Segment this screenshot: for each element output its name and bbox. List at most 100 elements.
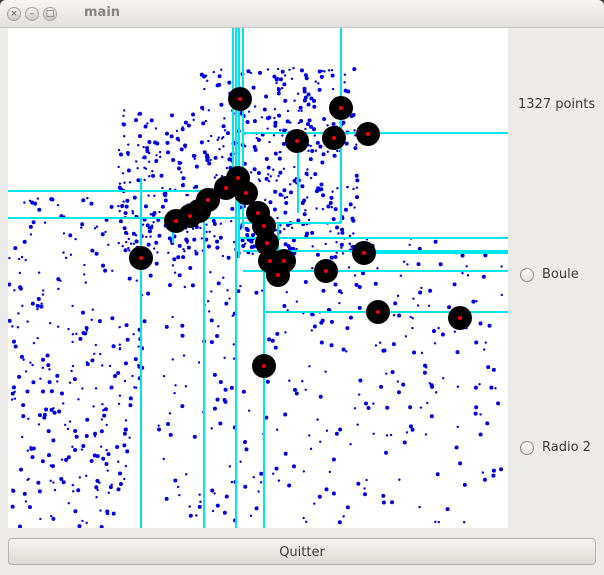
scatter-dot (102, 413, 107, 418)
scatter-dot (305, 520, 308, 524)
scatter-dot (80, 448, 84, 451)
scatter-dot (50, 197, 55, 202)
scatter-dot (193, 157, 196, 160)
scatter-dot (257, 490, 260, 493)
scatter-dot (10, 504, 15, 509)
scatter-dot (426, 401, 429, 405)
scatter-dot (363, 492, 368, 497)
scatter-dot (330, 73, 335, 78)
scatter-dot (18, 271, 22, 275)
scatter-dot (259, 481, 263, 484)
scatter-dot (178, 493, 181, 497)
scatter-dot (159, 173, 164, 178)
scatter-dot (229, 219, 233, 223)
scatter-dot (435, 472, 440, 477)
scatter-dot (329, 230, 332, 233)
scatter-dot (340, 230, 345, 235)
scatter-dot (71, 304, 74, 308)
scatter-dot (232, 343, 235, 346)
scatter-dot (254, 506, 259, 511)
close-icon[interactable]: × (7, 7, 21, 21)
scatter-dot (251, 252, 254, 256)
scatter-dot (67, 327, 70, 331)
scatter-dot (264, 94, 269, 99)
scatter-dot (136, 178, 141, 183)
scatter-dot (454, 445, 459, 450)
scatter-dot (101, 263, 106, 268)
scatter-dot (125, 150, 130, 155)
scatter-dot (275, 179, 278, 182)
plot-canvas[interactable] (8, 28, 508, 528)
scatter-dot (194, 249, 197, 253)
scatter-dot (206, 244, 211, 249)
scatter-dot (123, 109, 126, 112)
scatter-dot (217, 136, 220, 139)
scatter-dot (44, 407, 49, 412)
scatter-dot (272, 168, 275, 171)
scatter-dot (128, 396, 133, 401)
radio-circle-icon[interactable] (520, 440, 534, 455)
scatter-dot (57, 409, 62, 414)
scatter-dot (137, 143, 140, 147)
scatter-dot (331, 457, 336, 462)
scatter-dot (173, 478, 178, 483)
scatter-dot (28, 224, 33, 229)
scatter-dot (117, 185, 122, 190)
scatter-dot (323, 70, 326, 73)
ball-center (238, 97, 242, 101)
scatter-dot (249, 171, 253, 174)
scatter-dot (191, 227, 195, 230)
scatter-dot (437, 326, 440, 330)
scatter-dot (149, 235, 152, 238)
scatter-dot (116, 487, 121, 492)
scatter-dot (331, 122, 336, 127)
radio-2[interactable]: Radio 2 (520, 440, 591, 455)
scatter-dot (335, 251, 338, 254)
scatter-dot (278, 192, 283, 197)
scatter-dot (186, 245, 191, 250)
scatter-dot (132, 332, 135, 336)
maximize-icon[interactable]: □ (43, 7, 57, 21)
scatter-dot (209, 158, 212, 162)
scatter-dot (275, 428, 279, 431)
scatter-dot (122, 114, 125, 118)
scatter-dot (283, 210, 288, 215)
scatter-dot (118, 482, 123, 487)
scatter-dot (422, 370, 427, 375)
scatter-dot (273, 151, 278, 156)
scatter-dot (353, 206, 356, 209)
scatter-dot (180, 127, 185, 132)
scatter-dot (125, 337, 130, 342)
scatter-dot (266, 127, 269, 130)
scatter-dot (183, 250, 186, 253)
scatter-dot (333, 207, 338, 212)
minimize-icon[interactable]: – (25, 7, 39, 21)
scatter-dot (147, 151, 151, 155)
scatter-dot (24, 370, 28, 373)
scatter-dot (471, 299, 476, 304)
scatter-dot (215, 83, 220, 88)
scatter-dot (205, 158, 210, 163)
scatter-dot (295, 300, 299, 303)
scatter-dot (148, 175, 151, 178)
scatter-dot (199, 72, 204, 77)
scatter-dot (491, 468, 496, 473)
scatter-dot (104, 230, 107, 234)
scatter-dot (118, 348, 121, 351)
scatter-dot (297, 109, 301, 113)
scatter-dot (166, 150, 171, 155)
scatter-dot (303, 73, 308, 78)
scatter-dot (309, 124, 314, 129)
radio-boule[interactable]: Boule (520, 267, 579, 282)
radio-circle-icon[interactable] (520, 267, 534, 282)
quit-button[interactable]: Quitter (8, 538, 596, 565)
scatter-dot (287, 246, 292, 251)
scatter-dot (246, 69, 251, 74)
scatter-dot (496, 401, 501, 406)
scatter-dot (197, 504, 202, 509)
scatter-dot (267, 173, 270, 176)
scatter-dot (273, 345, 278, 350)
scatter-dot (372, 402, 375, 405)
scatter-dot (207, 310, 211, 313)
scatter-dot (304, 388, 307, 392)
